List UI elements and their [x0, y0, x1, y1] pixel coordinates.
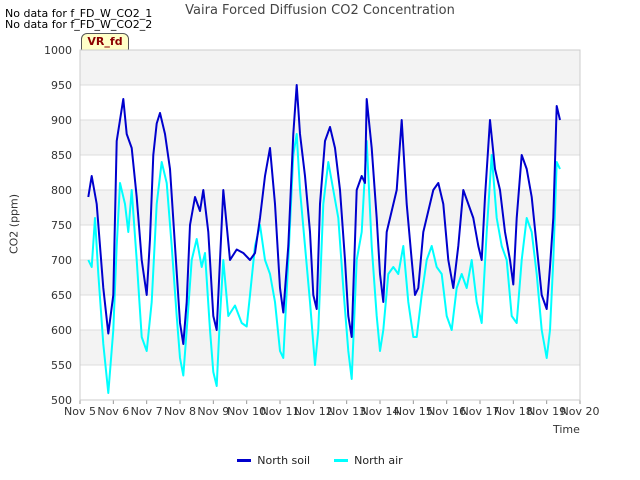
y-tick-label: 1000 [44, 44, 72, 57]
series-line-north-soil[interactable] [87, 84, 561, 345]
plot-band [80, 50, 580, 85]
plot-band [80, 260, 580, 295]
chart-title: Vaira Forced Diffusion CO2 Concentration [185, 3, 455, 18]
no-data-note-2: No data for f_FD_W_CO2_2 [5, 18, 153, 31]
y-tick-label: 600 [51, 324, 72, 337]
x-tick-label: Nov 11 [261, 405, 300, 418]
x-tick-label: Nov 6 [97, 405, 129, 418]
plot-band [80, 330, 580, 365]
x-tick-label: Nov 9 [197, 405, 229, 418]
y-tick-label: 700 [51, 254, 72, 267]
plot-band [80, 365, 580, 400]
plot-band [80, 85, 580, 120]
legend-swatch-north-air [334, 459, 349, 462]
x-tick-label: Nov 5 [64, 405, 96, 418]
plot-band [80, 225, 580, 260]
x-tick-label: Nov 10 [227, 405, 266, 418]
y-tick-label: 550 [51, 359, 72, 372]
x-tick-label: Nov 15 [394, 405, 433, 418]
legend-swatch-north-soil [237, 459, 252, 462]
y-tick-label: 650 [51, 289, 72, 302]
y-tick-label: 800 [51, 184, 72, 197]
no-data-note-1: No data for f_FD_W_CO2_1 [5, 7, 153, 20]
x-tick-label: Nov 14 [361, 405, 400, 418]
legend-label-north-soil: North soil [257, 454, 311, 467]
plot-band [80, 295, 580, 330]
x-tick-label: Nov 19 [527, 405, 566, 418]
legend: North soil North air [0, 454, 640, 467]
y-tick-label: 500 [51, 394, 72, 407]
x-tick-label: Nov 17 [461, 405, 500, 418]
y-tick-label: 750 [51, 219, 72, 232]
x-tick-label: Nov 16 [427, 405, 466, 418]
y-axis-label: CO2 (ppm) [7, 193, 21, 255]
site-badge[interactable]: VR_fd [81, 33, 129, 51]
legend-item-north-air[interactable]: North air [334, 454, 403, 467]
x-tick-label: Nov 12 [294, 405, 333, 418]
x-tick-label: Nov 20 [561, 405, 600, 418]
y-tick-label: 850 [51, 149, 72, 162]
plot-frame [79, 49, 581, 401]
x-tick-label: Nov 18 [494, 405, 533, 418]
x-axis-label: Time [553, 423, 580, 436]
legend-item-north-soil[interactable]: North soil [237, 454, 310, 467]
y-tick-label: 950 [51, 79, 72, 92]
x-tick-label: Nov 8 [164, 405, 196, 418]
x-tick-label: Nov 7 [131, 405, 163, 418]
legend-label-north-air: North air [354, 454, 403, 467]
series-line-north-air[interactable] [87, 133, 561, 394]
x-tick-label: Nov 13 [327, 405, 366, 418]
y-tick-label: 900 [51, 114, 72, 127]
